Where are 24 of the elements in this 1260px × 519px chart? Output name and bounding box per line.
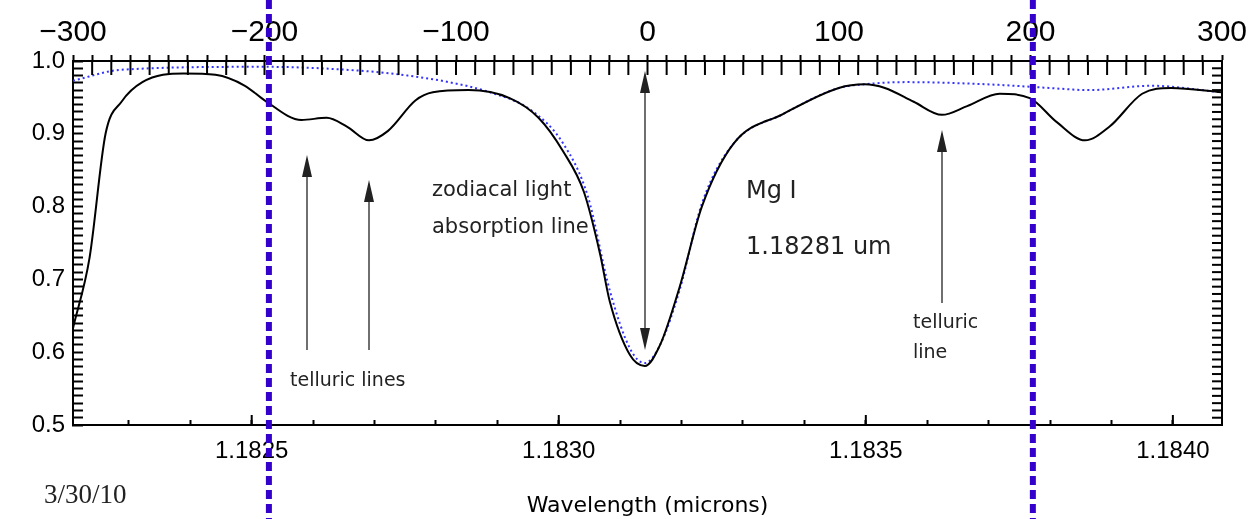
y-tick-label: 1.0: [31, 45, 65, 73]
annotation: telluric lines: [290, 368, 406, 391]
annotation: Mg I: [746, 176, 797, 205]
x-tick-label: 1.1835: [829, 436, 903, 464]
x-axis-title: Wavelength (microns): [526, 491, 769, 517]
y-tick-label: 0.6: [31, 336, 65, 364]
annotation: telluric: [913, 310, 979, 333]
annotation: line: [913, 340, 948, 363]
text: 3/30/10: [44, 478, 127, 511]
x2-tick-label: 200: [1005, 14, 1056, 48]
x2-tick-label: −100: [422, 14, 490, 48]
annotation: zodiacal light: [432, 177, 572, 203]
x-tick-label: 1.1840: [1136, 436, 1210, 464]
x2-tick-label: −300: [39, 14, 107, 48]
y-tick-label: 0.9: [31, 118, 65, 146]
x2-tick-label: 0: [639, 14, 656, 48]
annotation: absorption line: [432, 214, 589, 240]
x2-tick-label: 100: [813, 14, 865, 48]
annotation: 1.18281 um: [746, 232, 892, 261]
y-tick-label: 0.8: [31, 191, 65, 219]
x-tick-label: 1.1830: [522, 436, 596, 464]
y-tick-label: 0.7: [31, 264, 65, 292]
x2-tick-label: 300: [1196, 14, 1248, 48]
y-tick-label: 0.5: [31, 409, 65, 437]
